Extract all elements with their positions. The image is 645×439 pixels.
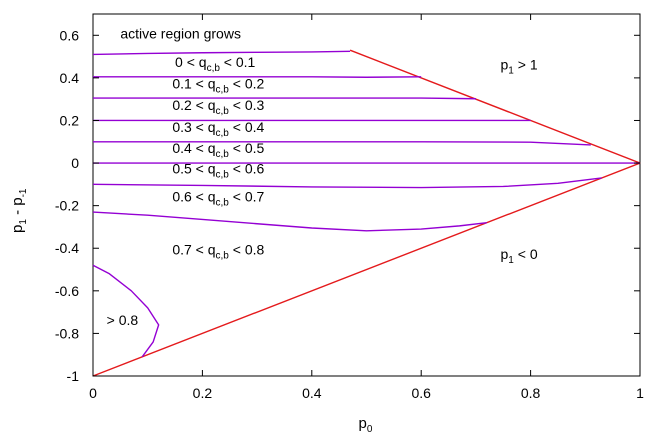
y-tick-label: 0.4	[60, 70, 80, 86]
y-axis-title: p1 - p-1	[9, 188, 29, 233]
y-tick-label: 0.2	[60, 112, 80, 128]
x-tick-label: 0.4	[302, 385, 322, 401]
region-label: 0 < qc,b < 0.1	[175, 54, 256, 74]
y-tick-label: 0	[71, 155, 79, 171]
region-label: 0.2 < qc,b < 0.3	[172, 97, 264, 117]
y-axis-title-sub: -1	[18, 188, 29, 197]
label-subscript: c,b	[216, 106, 230, 117]
y-tick-label: -0.2	[55, 198, 79, 214]
label-text: 0.5 < q	[172, 161, 215, 177]
region-label: > 0.8	[107, 312, 139, 328]
x-tick-label: 0.6	[411, 385, 431, 401]
label-subscript: c,b	[207, 63, 221, 74]
label-text: < 0.4	[229, 119, 265, 135]
region-label: 0.7 < qc,b < 0.8	[172, 242, 264, 262]
x-tick-label: 0	[89, 385, 97, 401]
y-tick-label: -0.4	[55, 240, 79, 256]
label-text: < 0.8	[229, 242, 265, 258]
y-tick-label: -0.8	[55, 325, 79, 341]
label-text: < 0.6	[229, 161, 265, 177]
x-tick-label: 0.8	[521, 385, 541, 401]
label-subscript: c,b	[216, 197, 230, 208]
label-subscript: c,b	[216, 251, 230, 262]
label-text: < 0	[514, 246, 538, 262]
label-text: < 0.1	[220, 54, 256, 70]
label-text: 0.3 < q	[172, 119, 215, 135]
label-subscript: c,b	[216, 85, 230, 96]
label-subscript: c,b	[216, 170, 230, 181]
label-text: 0.1 < q	[172, 76, 215, 92]
label-text: 0.2 < q	[172, 97, 215, 113]
label-text: < 0.5	[229, 140, 265, 156]
region-label: 0.6 < qc,b < 0.7	[172, 188, 264, 208]
x-axis-title-sub: 0	[367, 424, 373, 434]
label-text: 0.6 < q	[172, 188, 215, 204]
region-label: 0.1 < qc,b < 0.2	[172, 76, 264, 96]
y-axis-title-main: p	[9, 225, 26, 233]
x-tick-label: 1	[636, 385, 644, 401]
contour-line	[93, 178, 602, 188]
label-text: 0.4 < q	[172, 140, 215, 156]
y-tick-label: -0.6	[55, 283, 79, 299]
region-label: 0.3 < qc,b < 0.4	[172, 119, 264, 139]
x-tick-label: 0.2	[193, 385, 213, 401]
y-tick-label: 0.6	[60, 27, 80, 43]
label-subscript: c,b	[216, 128, 230, 139]
contour-line	[93, 98, 476, 99]
region-label: p1 < 0	[501, 246, 538, 266]
label-text: < 0.2	[229, 76, 265, 92]
label-subscript: c,b	[216, 149, 230, 160]
label-text: 0 < q	[175, 54, 207, 70]
label-text: < 0.3	[229, 97, 265, 113]
contour-line	[93, 142, 591, 145]
y-axis-title-main: - p	[9, 197, 26, 219]
region-label: active region grows	[120, 25, 241, 41]
y-tick-label: -1	[67, 368, 80, 384]
x-axis-title: p0	[359, 415, 373, 434]
region-label: p1 > 1	[501, 56, 538, 76]
contour-line	[93, 212, 487, 231]
label-text: < 0.7	[229, 188, 265, 204]
x-axis-title-main: p	[359, 415, 367, 432]
boundary-line	[350, 50, 640, 163]
label-text: > 1	[514, 56, 538, 72]
region-label: 0.4 < qc,b < 0.5	[172, 140, 264, 160]
label-text: 0.7 < q	[172, 242, 215, 258]
